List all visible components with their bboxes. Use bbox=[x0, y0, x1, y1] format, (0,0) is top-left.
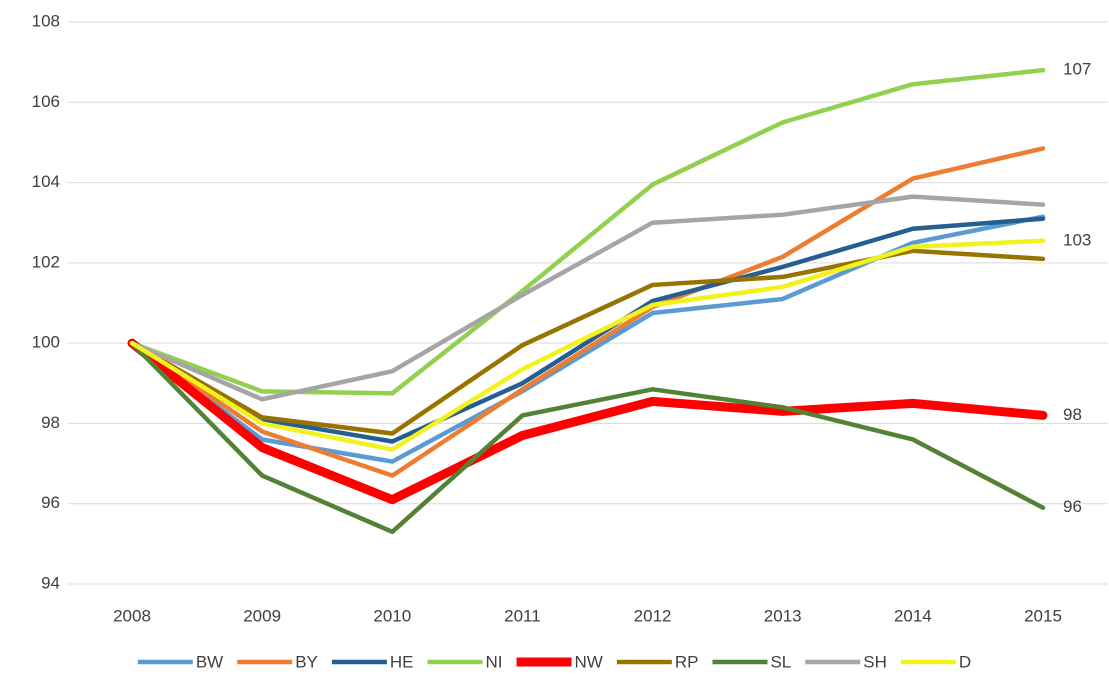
y-tick-label: 108 bbox=[32, 11, 60, 30]
legend-label: HE bbox=[390, 652, 414, 671]
data-label: 96 bbox=[1063, 497, 1082, 516]
legend-label: SL bbox=[770, 652, 791, 671]
series-line bbox=[129, 194, 1046, 402]
legend-label: SH bbox=[863, 652, 887, 671]
y-tick-label: 102 bbox=[32, 252, 60, 271]
x-tick-label: 2008 bbox=[113, 606, 151, 625]
y-tick-label: 96 bbox=[41, 493, 60, 512]
legend-label: NI bbox=[486, 652, 503, 671]
x-tick-label: 2013 bbox=[764, 606, 802, 625]
series-line bbox=[129, 146, 1046, 478]
series-line bbox=[129, 340, 1046, 535]
legend-label: RP bbox=[675, 652, 699, 671]
series-line bbox=[127, 338, 1048, 505]
x-tick-label: 2010 bbox=[373, 606, 411, 625]
y-tick-label: 98 bbox=[41, 413, 60, 432]
data-label: 103 bbox=[1063, 230, 1091, 249]
x-tick-label: 2014 bbox=[894, 606, 932, 625]
data-label: 98 bbox=[1063, 405, 1082, 424]
y-tick-label: 100 bbox=[32, 333, 60, 352]
legend-label: BW bbox=[196, 652, 223, 671]
x-tick-label: 2009 bbox=[243, 606, 281, 625]
legend-label: BY bbox=[295, 652, 318, 671]
x-tick-label: 2012 bbox=[634, 606, 672, 625]
series-line bbox=[129, 67, 1046, 396]
legend-label: D bbox=[959, 652, 971, 671]
y-tick-label: 104 bbox=[32, 172, 60, 191]
legend-label: NW bbox=[575, 652, 603, 671]
data-label: 107 bbox=[1063, 60, 1091, 79]
x-tick-label: 2015 bbox=[1024, 606, 1062, 625]
series-line bbox=[129, 216, 1046, 444]
y-tick-label: 94 bbox=[41, 573, 60, 592]
y-tick-label: 106 bbox=[32, 92, 60, 111]
series-line bbox=[129, 238, 1046, 452]
x-tick-label: 2011 bbox=[504, 606, 541, 625]
